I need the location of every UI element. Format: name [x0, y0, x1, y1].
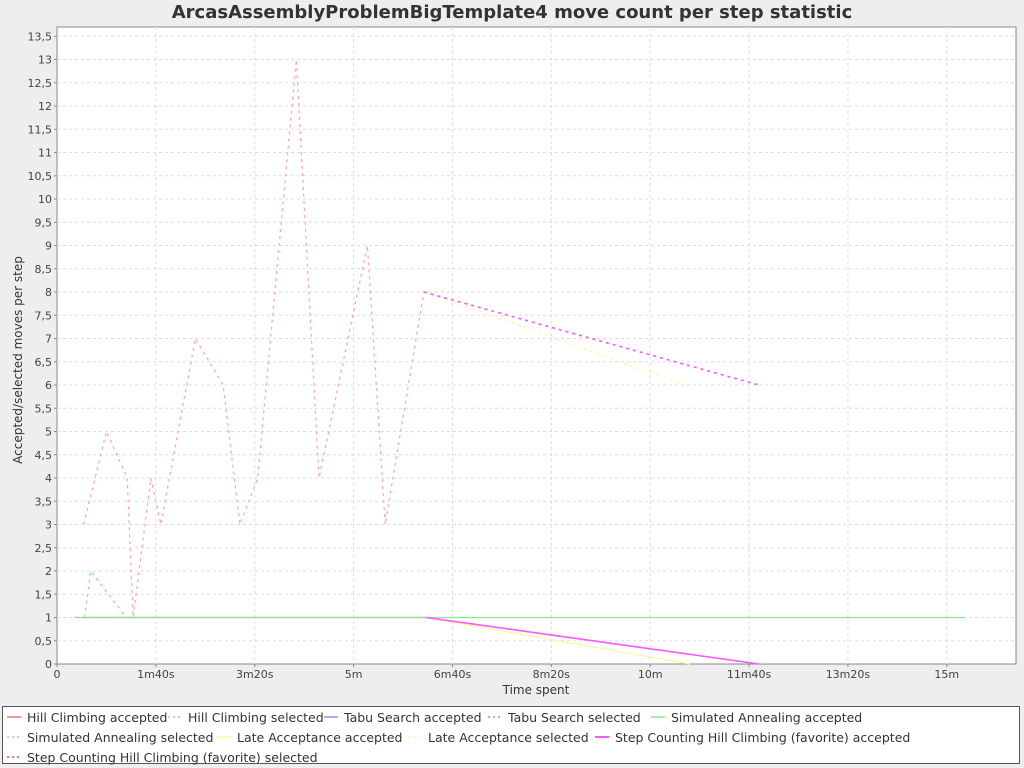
- legend-item: Hill Climbing selected: [167, 707, 324, 727]
- legend-item: Late Acceptance selected: [407, 727, 589, 747]
- y-tick-label: 1,5: [35, 588, 53, 601]
- legend-item: Simulated Annealing accepted: [650, 707, 862, 727]
- y-tick-label: 5,5: [35, 402, 53, 415]
- y-tick-label: 3,5: [35, 495, 53, 508]
- legend-item: Step Counting Hill Climbing (favorite) a…: [594, 727, 910, 747]
- legend: Hill Climbing accepted Hill Climbing sele…: [2, 706, 1020, 767]
- legend-label: Late Acceptance selected: [428, 729, 589, 745]
- legend-item: Hill Climbing accepted: [6, 707, 167, 727]
- series-layer: [73, 59, 965, 665]
- y-tick-label: 6,5: [35, 356, 53, 369]
- legend-item: Simulated Annealing selected: [6, 727, 213, 747]
- legend-swatch: [217, 736, 231, 738]
- legend-item: Tabu Search selected: [487, 707, 641, 727]
- legend-label: Hill Climbing accepted: [27, 709, 168, 725]
- y-tick-label: 9,5: [35, 216, 53, 229]
- y-axis-label: Accepted/selected moves per step: [11, 256, 25, 464]
- x-axis: 0 1m40s 3m20s 5m 6m40s 8m20s 10m 11m40s 13m20s 15…: [54, 664, 959, 681]
- x-tick-label: 3m20s: [236, 668, 274, 681]
- x-tick-label: 11m40s: [727, 668, 772, 681]
- y-tick-label: 0,5: [35, 635, 53, 648]
- legend-swatch: [7, 736, 21, 738]
- y-tick-label: 2,5: [35, 542, 53, 555]
- y-tick-label: 10: [38, 193, 52, 206]
- line-chart: 00,511,522,533,544,555,566,577,588,599,5…: [11, 26, 1017, 697]
- chart-title: ArcasAssemblyProblemBigTemplate4 move co…: [171, 2, 853, 23]
- y-tick-label: 7: [45, 333, 52, 346]
- legend-item: Tabu Search accepted: [323, 707, 482, 727]
- y-tick-label: 8: [45, 286, 52, 299]
- y-tick-label: 4: [45, 472, 52, 485]
- y-tick-label: 11,5: [28, 123, 53, 136]
- y-tick-label: 12: [38, 100, 52, 113]
- legend-label: Simulated Annealing selected: [27, 729, 214, 745]
- x-tick-label: 0: [54, 668, 61, 681]
- legend-swatch: [7, 716, 21, 718]
- legend-swatch: [651, 716, 665, 718]
- y-tick-label: 10,5: [28, 170, 53, 183]
- y-tick-label: 11: [38, 147, 52, 160]
- y-tick-label: 8,5: [35, 263, 53, 276]
- series-line-step-counting-hill-climbing-favorite-selected: [423, 291, 760, 386]
- legend-swatch: [408, 736, 422, 738]
- series-line-step-counting-hill-climbing-favorite-accepted: [425, 616, 760, 665]
- x-tick-label: 6m40s: [434, 668, 472, 681]
- legend-label: Simulated Annealing accepted: [671, 709, 863, 725]
- plot-area: [56, 26, 1017, 665]
- y-tick-label: 1: [45, 612, 52, 625]
- legend-label: Hill Climbing selected: [188, 709, 324, 725]
- x-tick-label: 13m20s: [826, 668, 871, 681]
- legend-swatch: [488, 716, 502, 718]
- x-tick-label: 1m40s: [137, 668, 175, 681]
- y-tick-label: 6: [45, 379, 52, 392]
- legend-swatch: [7, 756, 21, 758]
- x-tick-label: 15m: [934, 668, 959, 681]
- legend-label: Step Counting Hill Climbing (favorite) s…: [27, 749, 318, 765]
- y-axis: 00,511,522,533,544,555,566,577,588,599,5…: [28, 30, 57, 671]
- plot-background: [56, 26, 1017, 665]
- legend-swatch: [595, 736, 609, 738]
- y-tick-label: 12,5: [28, 77, 53, 90]
- legend-item: Late Acceptance accepted: [216, 727, 402, 747]
- y-tick-label: 7,5: [35, 309, 53, 322]
- legend-label: Tabu Search accepted: [344, 709, 482, 725]
- legend-swatch: [324, 716, 338, 718]
- x-tick-label: 5m: [345, 668, 363, 681]
- y-tick-label: 9: [45, 240, 52, 253]
- x-axis-label: Time spent: [502, 683, 570, 697]
- y-tick-label: 13,5: [28, 30, 53, 43]
- legend-label: Step Counting Hill Climbing (favorite) a…: [615, 729, 911, 745]
- x-tick-label: 8m20s: [533, 668, 571, 681]
- series-line-hill-climbing-selected: [83, 59, 425, 618]
- x-tick-label: 10m: [638, 668, 663, 681]
- series-line-simulated-annealing-selected: [84, 569, 127, 618]
- y-tick-label: 5: [45, 426, 52, 439]
- y-tick-label: 0: [45, 658, 52, 671]
- legend-item: Step Counting Hill Climbing (favorite) s…: [6, 747, 318, 767]
- legend-label: Tabu Search selected: [508, 709, 641, 725]
- y-tick-label: 2: [45, 565, 52, 578]
- legend-swatch: [168, 716, 182, 718]
- legend-label: Late Acceptance accepted: [237, 729, 403, 745]
- y-tick-label: 13: [38, 54, 52, 67]
- series-line-late-acceptance-accepted: [425, 616, 690, 665]
- y-tick-label: 3: [45, 519, 52, 532]
- y-tick-label: 4,5: [35, 449, 53, 462]
